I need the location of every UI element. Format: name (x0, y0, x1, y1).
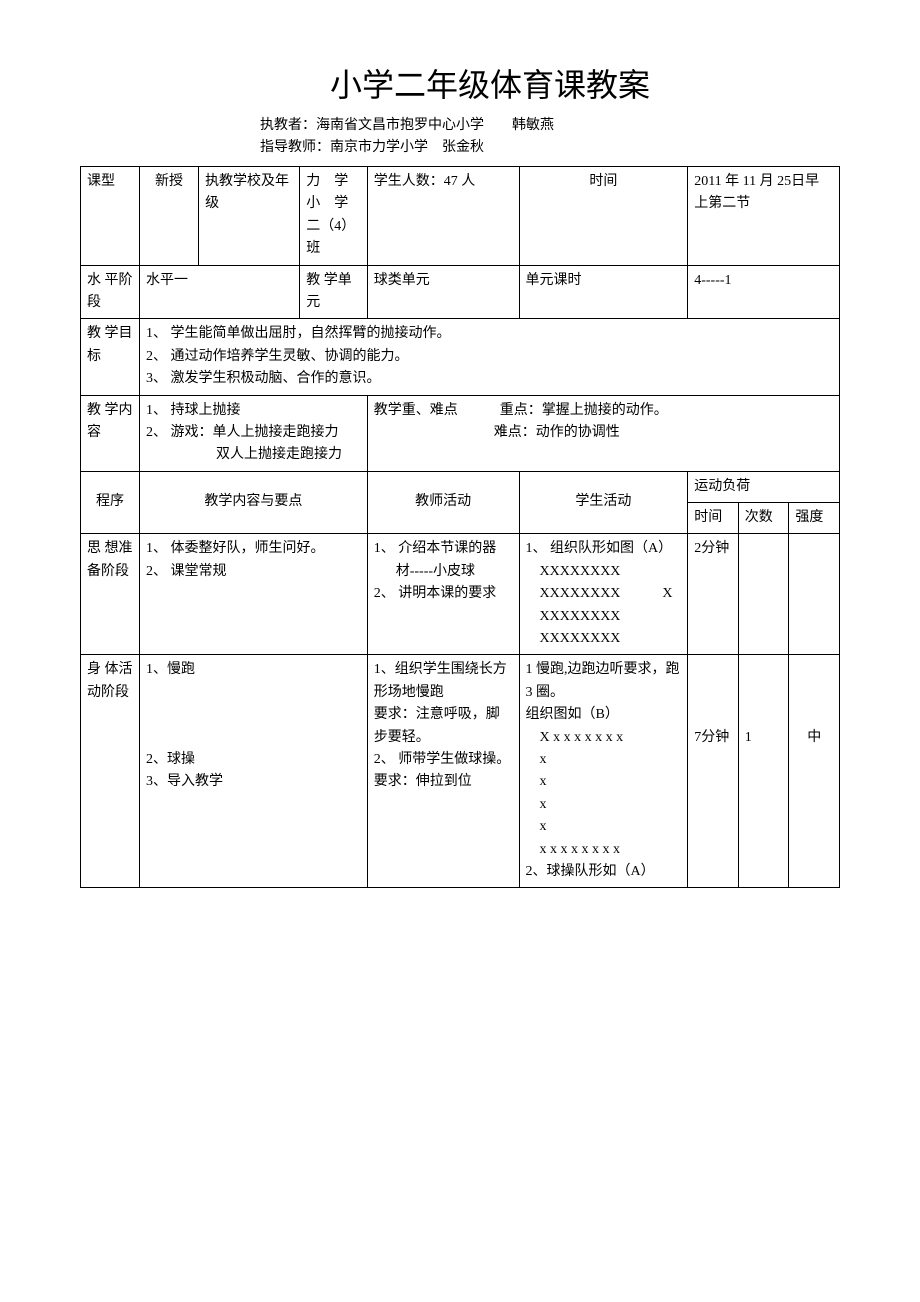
table-row: 教 学内容 1、 持球上抛接 2、 游戏：单人上抛接走跑接力 双人上抛接走跑接力… (81, 395, 840, 471)
cell-level-label: 水 平阶段 (81, 265, 140, 319)
stage2-label: 身 体活 动阶段 (81, 655, 140, 888)
cell-content-label: 教 学内容 (81, 395, 140, 471)
stage1-student-item: XXXXXXXX (526, 561, 682, 583)
stage1-teacher-item: 1、 介绍本节课的器材-----小皮球 (374, 538, 513, 583)
stage1-content-item: 1、 体委整好队，师生问好。 (146, 538, 361, 560)
stage1-teacher: 1、 介绍本节课的器材-----小皮球 2、 讲明本课的要求 (367, 534, 519, 655)
cell-time-label: 时间 (519, 167, 688, 266)
stage2-teacher: 1、组织学生围绕长方形场地慢跑 要求：注意呼吸，脚步要轻。 2、 师带学生做球操… (367, 655, 519, 888)
page-title: 小学二年级体育课教案 (140, 60, 840, 106)
objective-item: 2、 通过动作培养学生灵敏、协调的能力。 (146, 346, 833, 368)
stage2-time: 7分钟 (688, 655, 739, 888)
stage2-intensity: 中 (789, 655, 840, 888)
stage2-student-item: x (526, 816, 682, 838)
stage2-student-item: x (526, 749, 682, 771)
stage1-student-item: XXXXXXXX (526, 628, 682, 650)
header-content: 教学内容与要点 (140, 471, 368, 534)
stage1-time: 2分钟 (688, 534, 739, 655)
stage2-student-item: x x x x x x x x (526, 839, 682, 861)
header-time: 时间 (688, 503, 739, 534)
cell-unit-label: 教 学单 元 (300, 265, 367, 319)
cell-objectives-label: 教 学目标 (81, 319, 140, 395)
stage2-student: 1 慢跑,边跑边听要求，跑 3 圈。 组织图如（B） X x x x x x x… (519, 655, 688, 888)
cell-time-value: 2011 年 11 月 25日早上第二节 (688, 167, 840, 266)
cell-unit-hours-value: 4-----1 (688, 265, 840, 319)
cell-objectives-content: 1、 学生能简单做出屈肘，自然挥臂的抛接动作。 2、 通过动作培养学生灵敏、协调… (140, 319, 840, 395)
cell-content-right: 教学重、难点 重点：掌握上抛接的动作。 难点：动作的协调性 (367, 395, 839, 471)
stage2-count: 1 (738, 655, 789, 888)
table-row: 身 体活 动阶段 1、慢跑 2、球操 3、导入教学 1、组织学生围绕长方形场地慢… (81, 655, 840, 888)
table-row: 教 学目标 1、 学生能简单做出屈肘，自然挥臂的抛接动作。 2、 通过动作培养学… (81, 319, 840, 395)
stage1-student-item: 1、 组织队形如图（A） (526, 538, 682, 560)
cell-unit-value: 球类单元 (367, 265, 519, 319)
content-item: 2、 游戏：单人上抛接走跑接力 (146, 422, 361, 444)
stage2-student-item: x (526, 771, 682, 793)
cell-school-value: 力 学小 学二（4）班 (300, 167, 367, 266)
stage2-content-item: 1、慢跑 (146, 659, 361, 681)
content-item: 1、 持球上抛接 (146, 400, 361, 422)
stage2-teacher-item: 2、 师带学生做球操。 (374, 749, 513, 771)
table-row: 思 想准 备阶段 1、 体委整好队，师生问好。 2、 课堂常规 1、 介绍本节课… (81, 534, 840, 655)
stage2-student-item: x (526, 794, 682, 816)
stage1-student-item: XXXXXXXX X (526, 583, 682, 605)
subtitle1-value: 海南省文昌市抱罗中心小学 韩敏燕 (316, 118, 554, 133)
cell-content-left: 1、 持球上抛接 2、 游戏：单人上抛接走跑接力 双人上抛接走跑接力 (140, 395, 368, 471)
cell-class-type-label: 课型 (81, 167, 140, 266)
cell-unit-hours-label: 单元课时 (519, 265, 688, 319)
content-item: 双人上抛接走跑接力 (146, 444, 361, 466)
header-teacher: 教师活动 (367, 471, 519, 534)
objective-item: 3、 激发学生积极动脑、合作的意识。 (146, 368, 833, 390)
stage2-student-item: 组织图如（B） (526, 704, 682, 726)
stage1-label: 思 想准 备阶段 (81, 534, 140, 655)
header-intensity: 强度 (789, 503, 840, 534)
cell-student-count: 学生人数：47 人 (367, 167, 519, 266)
cell-class-type-value: 新授 (140, 167, 199, 266)
stage2-student-item: X x x x x x x x (526, 727, 682, 749)
stage2-teacher-item: 要求：注意呼吸，脚步要轻。 (374, 704, 513, 749)
stage1-student: 1、 组织队形如图（A） XXXXXXXX XXXXXXXX X XXXXXXX… (519, 534, 688, 655)
subtitle-1: 执教者：海南省文昌市抱罗中心小学 韩敏燕 (260, 114, 840, 134)
subtitle1-label: 执教者： (260, 118, 316, 133)
header-count: 次数 (738, 503, 789, 534)
table-row: 水 平阶段 水平一 教 学单 元 球类单元 单元课时 4-----1 (81, 265, 840, 319)
header-load: 运动负荷 (688, 471, 840, 502)
lesson-plan-table: 课型 新授 执教学校及年级 力 学小 学二（4）班 学生人数：47 人 时间 2… (80, 166, 840, 888)
stage1-content-item: 2、 课堂常规 (146, 561, 361, 583)
cell-school-label: 执教学校及年级 (199, 167, 300, 266)
stage2-content-item: 3、导入教学 (146, 771, 361, 793)
stage1-teacher-item: 2、 讲明本课的要求 (374, 583, 513, 605)
stage2-content: 1、慢跑 2、球操 3、导入教学 (140, 655, 368, 888)
stage1-student-item: XXXXXXXX (526, 606, 682, 628)
stage1-content: 1、 体委整好队，师生问好。 2、 课堂常规 (140, 534, 368, 655)
subtitle2-label: 指导教师： (260, 140, 330, 155)
cell-level-value: 水平一 (140, 265, 300, 319)
stage2-student-item: 2、球操队形如（A） (526, 861, 682, 883)
stage1-intensity (789, 534, 840, 655)
keypoint-1: 重点：掌握上抛接的动作。 (500, 403, 668, 418)
subtitle-2: 指导教师：南京市力学小学 张金秋 (260, 136, 840, 156)
table-row: 课型 新授 执教学校及年级 力 学小 学二（4）班 学生人数：47 人 时间 2… (81, 167, 840, 266)
objective-item: 1、 学生能简单做出屈肘，自然挥臂的抛接动作。 (146, 323, 833, 345)
header-student: 学生活动 (519, 471, 688, 534)
header-sequence: 程序 (81, 471, 140, 534)
stage2-content-item: 2、球操 (146, 749, 361, 771)
table-row: 程序 教学内容与要点 教师活动 学生活动 运动负荷 (81, 471, 840, 502)
keypoint-label: 教学重、难点 (374, 403, 458, 418)
keypoint-2: 难点：动作的协调性 (494, 425, 620, 440)
subtitle2-value: 南京市力学小学 张金秋 (330, 140, 484, 155)
stage2-teacher-item: 要求：伸拉到位 (374, 771, 513, 793)
stage2-teacher-item: 1、组织学生围绕长方形场地慢跑 (374, 659, 513, 704)
stage1-count (738, 534, 789, 655)
stage2-student-item: 1 慢跑,边跑边听要求，跑 3 圈。 (526, 659, 682, 704)
